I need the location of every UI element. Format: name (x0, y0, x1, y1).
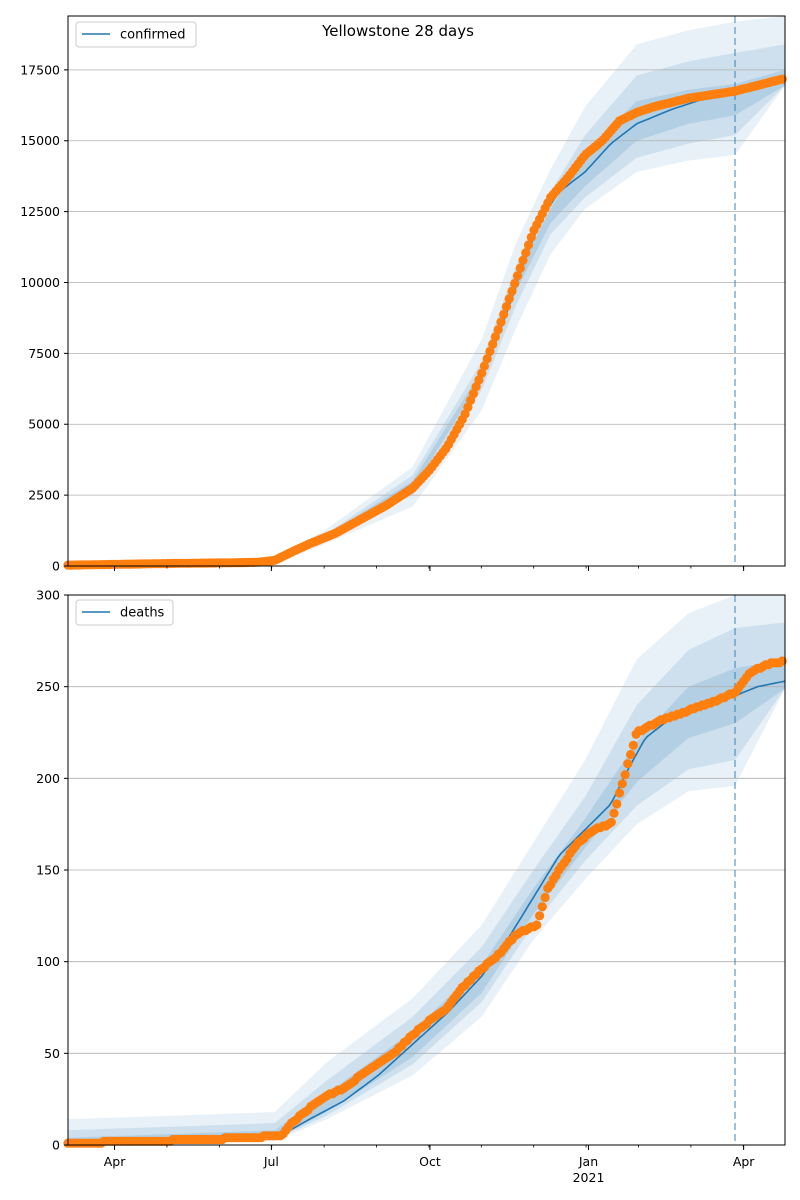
deaths-legend: deaths (75, 599, 174, 626)
observed-point (535, 911, 545, 921)
observed-point (510, 278, 520, 289)
band-middle (68, 44, 785, 566)
y-tick-label: 2500 (28, 488, 60, 503)
observed-point (532, 920, 542, 930)
confirmed-legend: confirmed (75, 21, 197, 48)
y-tick-label: 12500 (20, 204, 60, 219)
observed-point (504, 294, 514, 304)
observed-point (606, 817, 616, 827)
y-tick-label: 15000 (20, 133, 60, 148)
observed-point (488, 339, 498, 349)
observed-point (501, 302, 512, 312)
y-tick-label: 300 (36, 588, 60, 603)
x-tick-label: Jan (578, 1154, 598, 1169)
deaths-observed-points (63, 656, 787, 1148)
observed-point (540, 892, 550, 903)
observed-point (507, 286, 517, 296)
band-inner (68, 659, 785, 1145)
confirmed-observed-points (63, 74, 787, 570)
confirmed-legend-box (75, 21, 197, 48)
observed-point (617, 779, 627, 789)
observed-point (614, 788, 625, 798)
chart-title: Yellowstone 28 days (321, 22, 474, 40)
y-tick-label: 250 (36, 679, 60, 694)
observed-point (493, 325, 503, 335)
observed-point (628, 740, 638, 750)
confirmed-gridlines (68, 69, 785, 496)
deaths-legend-box (75, 599, 174, 626)
x-tick-year-label: 2021 (573, 1170, 605, 1185)
x-tick-label: Apr (104, 1154, 126, 1169)
deaths-forecast-bands (68, 595, 785, 1145)
observed-point (626, 749, 636, 760)
y-tick-label: 100 (36, 954, 60, 969)
y-tick-label: 17500 (20, 62, 60, 77)
observed-point (518, 255, 528, 265)
observed-point (496, 317, 506, 327)
confirmed-panel: 0 2500 5000 7500 10000 12500 15000 17500 confir… (20, 15, 787, 574)
observed-point (521, 248, 531, 258)
confirmed-y-ticks: 0 2500 5000 7500 10000 12500 15000 17500 (20, 62, 68, 574)
x-tick-label: Apr (733, 1154, 755, 1169)
deaths-y-ticks: 0 50 100 150 200 250 300 (36, 588, 68, 1153)
observed-point (490, 332, 500, 342)
observed-point (526, 232, 536, 242)
observed-point (515, 263, 525, 273)
y-tick-label: 10000 (20, 275, 60, 290)
deaths-legend-label: deaths (120, 606, 165, 621)
confirmed-legend-label: confirmed (120, 28, 186, 43)
axes-frame (67, 15, 786, 567)
band-outer (68, 16, 785, 566)
observed-point (620, 770, 630, 780)
y-tick-label: 7500 (28, 346, 60, 361)
band-outer (68, 595, 785, 1145)
y-tick-label: 5000 (28, 417, 60, 432)
observed-point (499, 309, 509, 319)
observed-point (623, 759, 633, 769)
observed-point (479, 361, 489, 371)
observed-point (512, 271, 523, 281)
confirmed-axes (67, 15, 786, 567)
x-tick-label: Jul (263, 1154, 279, 1169)
observed-point (612, 799, 622, 809)
observed-point (485, 346, 495, 356)
observed-point (482, 354, 492, 364)
x-tick-label: Oct (419, 1154, 441, 1169)
y-tick-label: 200 (36, 771, 60, 786)
observed-point (537, 902, 547, 912)
y-tick-label: 0 (52, 559, 60, 574)
band-middle (68, 622, 785, 1145)
y-tick-label: 0 (52, 1138, 60, 1153)
y-tick-label: 150 (36, 863, 60, 878)
y-tick-label: 50 (44, 1046, 60, 1061)
observed-point (477, 368, 487, 378)
observed-point (609, 808, 619, 818)
confirmed-x-ticks (114, 566, 745, 571)
observed-point (523, 240, 534, 250)
